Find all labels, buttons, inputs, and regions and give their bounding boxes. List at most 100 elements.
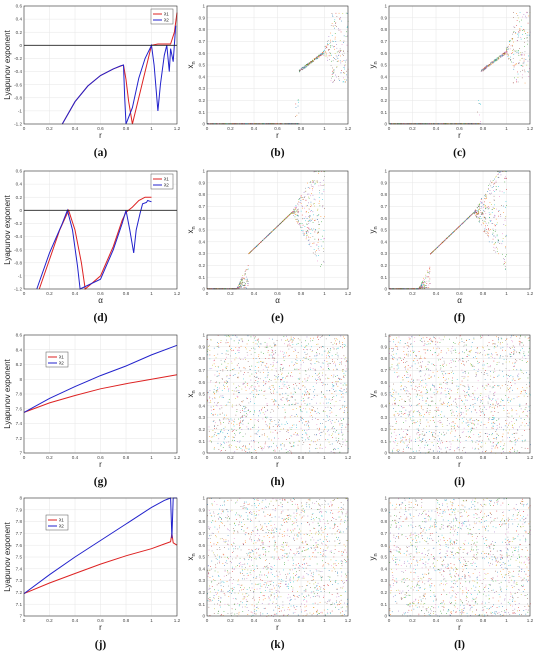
- scatter-point: [269, 233, 270, 235]
- scatter-point: [525, 59, 527, 60]
- scatter-point: [240, 282, 242, 284]
- scatter-point: [306, 64, 308, 65]
- scatter-point: [507, 56, 509, 57]
- scatter-point: [523, 62, 525, 64]
- scatter-point: [323, 260, 324, 262]
- scatter-point: [330, 46, 331, 48]
- x-tick-label: 0: [206, 126, 209, 131]
- scatter-point: [310, 61, 312, 62]
- scatter-point: [504, 52, 505, 53]
- scatter-point: [304, 197, 305, 198]
- scatter-point: [479, 221, 480, 223]
- scatter-point: [424, 281, 426, 283]
- scatter-point: [235, 434, 236, 436]
- scatter-point: [297, 218, 298, 220]
- scatter-point: [239, 283, 241, 284]
- scatter-point: [339, 29, 341, 31]
- scatter-point: [308, 208, 310, 210]
- scatter-point: [249, 252, 251, 254]
- scatter-point: [306, 231, 308, 233]
- scatter-point: [518, 32, 520, 33]
- y-tick-label: 7: [19, 451, 22, 456]
- scatter-point: [242, 284, 243, 286]
- scatter-point: [244, 287, 245, 289]
- y-tick-label: 0.4: [16, 17, 23, 22]
- y-tick-label: 0.6: [381, 216, 388, 221]
- y-tick-label: 0.8: [199, 27, 206, 32]
- scatter-point: [521, 65, 523, 66]
- scatter-point: [504, 259, 505, 260]
- legend-label: λ2: [164, 18, 169, 23]
- scatter-point: [419, 286, 421, 287]
- scatter-point: [305, 66, 307, 68]
- legend-box: [150, 173, 174, 190]
- scatter-point: [523, 29, 524, 30]
- scatter-point: [483, 231, 485, 232]
- scatter-point: [255, 386, 256, 388]
- scatter-point: [448, 236, 450, 237]
- scatter-point: [231, 422, 232, 424]
- scatter-point: [490, 185, 492, 187]
- scatter-point: [478, 217, 480, 219]
- scatter-point: [239, 283, 241, 285]
- scatter-point: [315, 373, 316, 374]
- panel-caption: (f): [454, 312, 466, 324]
- scatter-point: [242, 420, 243, 422]
- scatter-point: [308, 228, 309, 230]
- scatter-point: [281, 221, 283, 223]
- scatter-point: [239, 284, 241, 286]
- scatter-point: [334, 391, 335, 392]
- scatter-point: [302, 231, 304, 232]
- scatter-point: [489, 190, 491, 191]
- scatter-point: [483, 216, 485, 218]
- scatter-point: [310, 211, 311, 212]
- scatter-point: [242, 281, 243, 283]
- scatter-point: [341, 60, 343, 62]
- scatter-point: [330, 65, 332, 66]
- scatter-point: [485, 194, 487, 196]
- scatter-point: [327, 40, 329, 41]
- scatter-point: [312, 222, 314, 223]
- scatter-point: [321, 193, 323, 195]
- scatter-point: [340, 62, 342, 64]
- scatter-point: [499, 56, 501, 58]
- scatter-point: [236, 287, 238, 288]
- scatter-point: [500, 171, 502, 172]
- scatter-point: [519, 52, 521, 53]
- scatter-point: [343, 52, 345, 54]
- scatter-point: [309, 229, 311, 230]
- scatter-point: [290, 375, 291, 376]
- scatter-point: [529, 68, 530, 69]
- scatter-point: [300, 202, 302, 203]
- scatter-point: [297, 220, 299, 222]
- scatter-point: [493, 60, 495, 62]
- scatter-point: [325, 45, 327, 47]
- scatter-point: [232, 429, 234, 431]
- scatter-point: [517, 71, 518, 73]
- scatter-point: [503, 54, 505, 56]
- y-tick-label: 1: [202, 169, 205, 174]
- scatter-point: [346, 31, 347, 33]
- scatter-point: [311, 61, 312, 63]
- scatter-point: [236, 288, 238, 289]
- x-tick-label: 0.2: [46, 291, 53, 296]
- scatter-point: [487, 65, 489, 67]
- scatter-point: [485, 68, 487, 69]
- y-tick-label: 0.3: [381, 251, 388, 256]
- scatter-point: [482, 69, 484, 71]
- scatter-point: [507, 48, 509, 50]
- scatter-point: [513, 50, 515, 52]
- scatter-point: [237, 288, 239, 289]
- scatter-point: [504, 181, 506, 183]
- scatter-point: [259, 243, 260, 244]
- y-tick-label: 0.2: [199, 263, 206, 268]
- scatter-point: [429, 268, 430, 269]
- scatter-point: [344, 382, 346, 384]
- scatter-point: [505, 216, 507, 217]
- scatter-point: [312, 194, 314, 196]
- scatter-point: [328, 55, 330, 57]
- scatter-point: [312, 236, 314, 237]
- scatter-point: [311, 346, 312, 348]
- scatter-point: [334, 69, 335, 71]
- scatter-point: [488, 212, 490, 214]
